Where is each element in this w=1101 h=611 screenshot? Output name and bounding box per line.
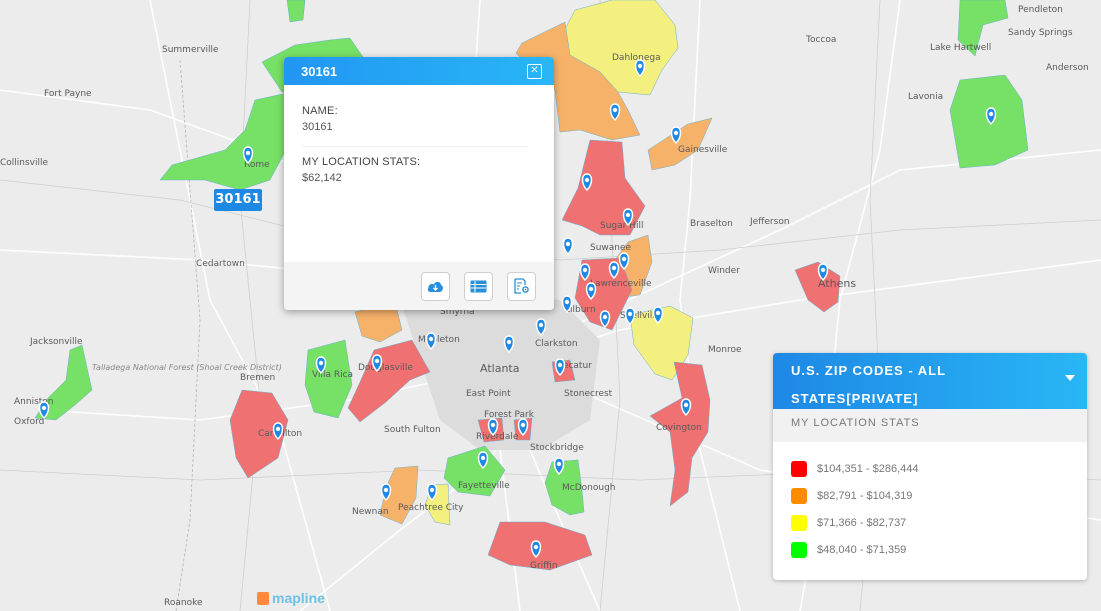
city-label: Smyrna <box>440 307 475 317</box>
city-label: Oxford <box>14 417 44 427</box>
city-label: Braselton <box>690 219 733 229</box>
city-label: Stockbridge <box>530 443 584 453</box>
mapline-logo-icon <box>257 591 269 605</box>
legend-item: $71,366 - $82,737 <box>791 509 1087 536</box>
legend-title: U.S. ZIP CODES - ALL STATES[PRIVATE] <box>791 363 946 406</box>
city-label: Lawrenceville <box>590 279 652 289</box>
city-label: Clarkston <box>535 339 578 349</box>
city-label: McDonough <box>562 483 615 493</box>
city-label: Roanoke <box>164 598 203 608</box>
settings-button[interactable] <box>507 271 536 301</box>
city-label: Snellville <box>620 311 661 321</box>
city-label: Atlanta <box>480 362 519 375</box>
city-label: Mableton <box>418 335 460 345</box>
city-label: Fayetteville <box>458 481 510 491</box>
city-label: Douglasville <box>358 363 413 373</box>
table-icon <box>470 280 487 292</box>
popup-body: NAME: 30161 MY LOCATION STATS: $62,142 <box>284 85 554 261</box>
city-label: Dahlonega <box>612 53 661 63</box>
city-label: East Point <box>466 389 511 399</box>
logo-text: mapline <box>272 590 325 606</box>
legend-items: $104,351 - $286,444 $82,791 - $104,319 $71… <box>773 442 1087 563</box>
divider <box>302 146 528 147</box>
stats-field-value: $62,142 <box>302 172 342 184</box>
city-label: Riverdale <box>476 432 519 442</box>
city-labels: Summerville Fort Payne Collinsville Rome Ced… <box>0 5 1089 608</box>
settings-document-icon <box>514 278 529 294</box>
city-label: Lake Hartwell <box>930 43 991 53</box>
map-legend: U.S. ZIP CODES - ALL STATES[PRIVATE] MY … <box>773 353 1087 580</box>
legend-header[interactable]: U.S. ZIP CODES - ALL STATES[PRIVATE] <box>773 353 1087 409</box>
caret-down-icon[interactable] <box>1065 375 1075 381</box>
city-label: Winder <box>708 266 740 276</box>
mapline-logo: mapline <box>257 590 325 606</box>
city-label: Sandy Springs <box>1008 28 1073 38</box>
city-label: Suwanee <box>590 243 632 253</box>
legend-swatch <box>791 541 807 558</box>
city-label: Sugar Hill <box>600 221 643 231</box>
city-label: Toccoa <box>805 35 836 45</box>
city-label: Summerville <box>162 45 219 55</box>
city-label: Pendleton <box>1018 5 1063 15</box>
city-label: Lavonia <box>908 92 943 102</box>
city-label: Gainesville <box>678 145 728 155</box>
city-label: Anniston <box>14 397 54 407</box>
city-label: Newnan <box>352 507 389 517</box>
selected-zip-label[interactable]: 30161 <box>214 189 262 211</box>
download-button[interactable] <box>421 271 450 301</box>
close-icon[interactable]: ✕ <box>527 63 542 79</box>
city-label: Rome <box>244 160 270 170</box>
city-label: Talladega National Forest (Shoal Creek D… <box>92 363 282 372</box>
city-label: Lilburn <box>565 305 596 315</box>
legend-item: $48,040 - $71,359 <box>791 536 1087 563</box>
urban-area <box>400 290 600 450</box>
city-label: Forest Park <box>484 410 535 420</box>
legend-swatch <box>791 514 807 531</box>
popup-footer <box>284 262 554 310</box>
legend-swatch <box>791 487 807 504</box>
city-label: Jefferson <box>749 217 790 227</box>
city-label: Stonecrest <box>564 389 613 399</box>
popup-title: 30161 <box>301 63 338 79</box>
city-label: Monroe <box>708 345 742 355</box>
legend-item-label: $71,366 - $82,737 <box>817 516 907 529</box>
legend-item: $82,791 - $104,319 <box>791 482 1087 509</box>
city-label: Jacksonville <box>29 337 83 347</box>
legend-item: $104,351 - $286,444 <box>791 455 1087 482</box>
city-label: Peachtree City <box>398 503 464 513</box>
city-label: Collinsville <box>0 158 49 168</box>
city-label: Griffin <box>530 561 558 571</box>
name-field-label: NAME: <box>302 105 338 117</box>
legend-swatch <box>791 460 807 477</box>
legend-subtitle: MY LOCATION STATS <box>773 409 1087 442</box>
name-field-value: 30161 <box>302 121 333 133</box>
city-label: Cedartown <box>196 259 245 269</box>
table-view-button[interactable] <box>464 271 493 301</box>
legend-item-label: $104,351 - $286,444 <box>817 462 919 475</box>
legend-item-label: $48,040 - $71,359 <box>817 543 907 556</box>
city-label: Villa Rica <box>312 370 353 380</box>
zip-popup: 30161 ✕ NAME: 30161 MY LOCATION STATS: $… <box>284 57 554 310</box>
legend-item-label: $82,791 - $104,319 <box>817 489 913 502</box>
zip-regions[interactable] <box>34 0 1029 571</box>
city-label: Decatur <box>556 361 592 371</box>
city-label: Covington <box>656 423 702 433</box>
stats-field-label: MY LOCATION STATS: <box>302 156 421 168</box>
popup-header: 30161 ✕ <box>284 57 554 85</box>
city-label: Athens <box>818 277 856 290</box>
city-label: Anderson <box>1046 63 1089 73</box>
city-label: Bremen <box>240 373 275 383</box>
cloud-download-icon <box>427 281 443 292</box>
city-label: Fort Payne <box>44 89 92 99</box>
city-label: South Fulton <box>384 425 441 435</box>
